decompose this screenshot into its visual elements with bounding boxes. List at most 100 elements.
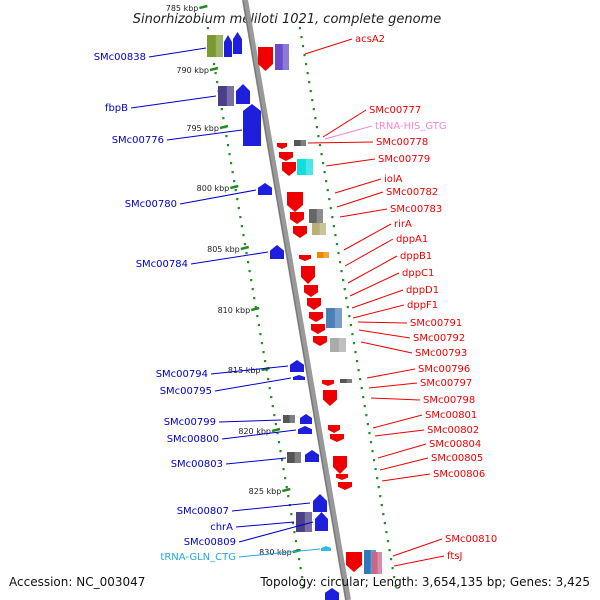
- plus-strand-gene: [336, 474, 348, 480]
- plus-track-dot: [391, 567, 394, 570]
- tick-mark: [219, 124, 229, 130]
- plus-strand-gene: [323, 390, 337, 406]
- plus-track-dot: [386, 540, 390, 543]
- plus-strand-gene: [311, 324, 325, 334]
- plus-strand-gene: [304, 285, 318, 297]
- plus-track-dot: [323, 171, 326, 174]
- plus-gene-label: SMc00793: [415, 348, 467, 359]
- tick-label: 810 kbp: [218, 306, 251, 315]
- plus-track-dot: [335, 243, 339, 246]
- dotted-tracks: [206, 27, 397, 588]
- tick-label: 830 kbp: [259, 548, 292, 557]
- minus-gene-label: SMc00795: [160, 386, 212, 397]
- plus-track-dot: [393, 576, 396, 579]
- plus-track-dot: [326, 189, 329, 192]
- leader-line: [130, 95, 217, 109]
- gene-block-shade: [300, 140, 306, 146]
- minus-strand-gene: [224, 35, 232, 57]
- leader-line: [238, 548, 321, 558]
- plus-strand-gene: [333, 456, 347, 474]
- minus-track-dot: [246, 261, 250, 264]
- plus-track-dot: [385, 531, 388, 534]
- plus-track-dot: [345, 297, 348, 300]
- minus-gene-label: tRNA-GLN_CTG: [160, 552, 236, 563]
- gene-features: [207, 32, 382, 600]
- minus-track-dot: [225, 135, 228, 138]
- minus-track-dot: [248, 270, 251, 273]
- plus-gene-label: SMc00779: [378, 154, 430, 165]
- minus-strand-gene: [313, 494, 327, 512]
- leader-line: [343, 223, 392, 251]
- tick-mark: [250, 306, 260, 312]
- plus-track-dot: [317, 135, 320, 138]
- minus-gene-label: SMc00784: [136, 259, 188, 270]
- plus-track-dot: [315, 126, 319, 129]
- plus-strand-gene: [338, 482, 352, 490]
- plus-track-dot: [308, 81, 311, 84]
- plus-track-dot: [376, 477, 379, 480]
- plus-gene-label: SMc00796: [418, 364, 470, 375]
- plus-strand-gene: [301, 266, 315, 284]
- leader-line: [325, 158, 376, 167]
- plus-strand-gene: [277, 143, 287, 149]
- leader-line: [358, 329, 411, 339]
- plus-strand-gene: [322, 380, 334, 386]
- leader-line: [379, 457, 429, 471]
- minus-strand-gene: [315, 512, 328, 531]
- plus-track-dot: [342, 279, 345, 282]
- gene-block-shade: [334, 308, 342, 328]
- plus-gene-label: SMc00782: [386, 187, 438, 198]
- minus-track-dot: [265, 369, 268, 372]
- minus-track-dot: [251, 288, 254, 291]
- plus-track-dot: [343, 288, 346, 291]
- plus-strand-gene: [287, 192, 303, 212]
- leader-line: [322, 109, 367, 138]
- plus-track-dot: [371, 450, 374, 453]
- tick-label: 805 kbp: [207, 245, 240, 254]
- gene-block-shade: [319, 223, 326, 235]
- gene-block: [309, 209, 323, 223]
- plus-track-dot: [348, 315, 351, 318]
- gene-block-shade: [346, 379, 352, 383]
- minus-track-dot: [206, 27, 210, 30]
- plus-gene-label: SMc00801: [425, 410, 477, 421]
- plus-gene-label: SMc00792: [413, 333, 465, 344]
- minus-track-dot: [277, 441, 281, 444]
- label-leaders: [130, 38, 445, 567]
- leader-line: [179, 189, 257, 205]
- minus-gene-label: SMc00838: [94, 52, 146, 63]
- genome-title: Sinorhizobium meliloti 1021, complete ge…: [133, 12, 442, 27]
- plus-track-dot: [332, 225, 335, 228]
- minus-track-dot: [234, 189, 237, 192]
- minus-track-dot: [239, 216, 242, 219]
- gene-block: [312, 223, 326, 235]
- minus-strand-gene: [236, 84, 250, 104]
- tick-label: 825 kbp: [249, 487, 282, 496]
- tick-label: 820 kbp: [238, 427, 271, 436]
- minus-strand-gene: [300, 414, 312, 424]
- leader-line: [238, 521, 314, 543]
- leader-line: [377, 443, 427, 459]
- gene-block: [296, 512, 312, 532]
- plus-track-dot: [320, 153, 323, 156]
- leader-line: [372, 414, 423, 429]
- plus-strand-gene: [290, 212, 304, 224]
- leader-line: [336, 191, 384, 208]
- gene-block-shade: [323, 252, 329, 258]
- gene-block: [326, 308, 342, 328]
- plus-track-dot: [311, 99, 314, 102]
- plus-gene-label: SMc00806: [433, 469, 485, 480]
- tick-label: 800 kbp: [197, 184, 230, 193]
- plus-gene-label: dppB1: [400, 251, 432, 262]
- minus-track-dot: [237, 207, 240, 210]
- minus-track-dot: [302, 585, 305, 588]
- tick-label: 790 kbp: [176, 66, 209, 75]
- plus-gene-label: SMc00783: [390, 204, 442, 215]
- tick-mark: [271, 427, 281, 433]
- plus-gene-label: SMc00804: [429, 439, 481, 450]
- minus-track-dot: [263, 360, 267, 363]
- minus-strand-gene: [270, 245, 284, 259]
- minus-strand-gene: [233, 32, 242, 54]
- minus-gene-label: SMc00803: [171, 459, 223, 470]
